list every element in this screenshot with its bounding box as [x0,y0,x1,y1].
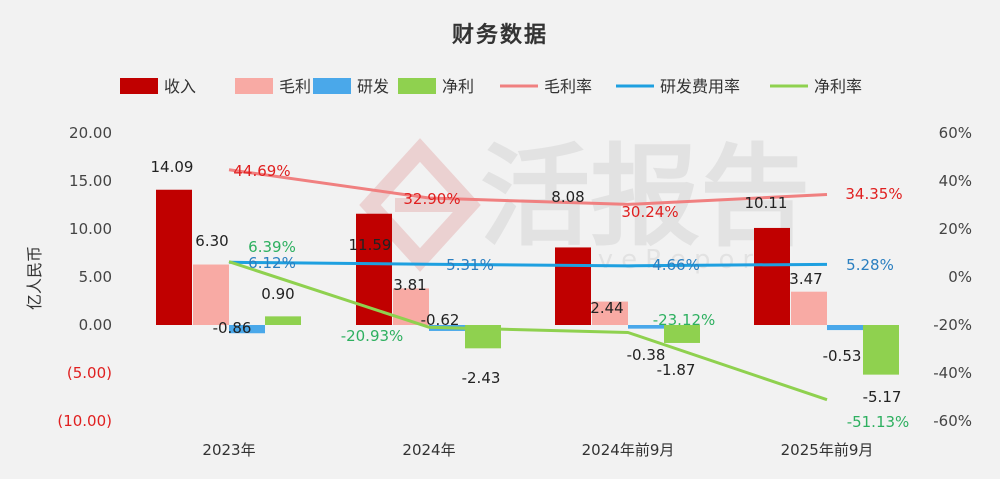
line-label: 32.90% [403,190,460,208]
bar-label: -0.38 [627,346,666,364]
legend-label: 毛利 [279,77,311,96]
y-tick-label: 15.00 [69,172,112,190]
chart-title: 财务数据 [452,22,548,48]
bar-3-0 [265,316,301,325]
bar-label: -1.87 [657,361,696,379]
legend-label: 研发费用率 [660,77,740,96]
line-label: 4.66% [652,256,700,274]
bar-0-3 [754,227,790,325]
y-tick-label: 20.00 [69,124,112,142]
line-label: 44.69% [233,162,290,180]
y2-tick-label: -20% [933,316,972,334]
y2-axis-ticks: 60% 40% 20% 0% -20% -40% -60% [933,124,972,430]
bar-0-2 [555,247,591,325]
legend-label: 收入 [164,77,196,96]
line-label: 30.24% [621,203,678,221]
y-tick-label: (10.00) [57,412,112,430]
data-labels: 14.09 11.59 8.08 10.11 6.30 3.81 2.44 3.47 -0.86… [151,158,910,431]
bar-label: 3.47 [789,270,822,288]
legend-label: 研发 [357,77,389,96]
line-label: -20.93% [341,327,404,345]
bar-3-3 [863,325,899,375]
legend-label: 净利率 [814,77,862,96]
line-label: 34.35% [845,185,902,203]
line-label: -23.12% [653,311,716,329]
line-label: 6.12% [248,254,296,272]
legend: 收入 毛利 研发 净利 毛利率 研发费用率 净利率 [120,77,862,96]
category-labels: 2023年 2024年 2024年前9月 2025年前9月 [202,441,873,459]
line-label: 6.39% [248,238,296,256]
category-label: 2023年 [202,441,255,459]
legend-swatch [313,78,351,94]
bar-label: 6.30 [195,232,228,250]
y-tick-label: 0.00 [79,316,112,334]
bar-label: 14.09 [151,158,194,176]
bar-label: -2.43 [462,369,501,387]
line-label: 5.31% [446,256,494,274]
bar-label: -5.17 [863,388,902,406]
y-axis-label: 亿人民币 [25,246,44,310]
legend-label: 毛利率 [544,77,592,96]
y2-tick-label: 0% [948,268,972,286]
bar-label: 8.08 [551,188,584,206]
lines [228,168,828,402]
bar-2-0 [229,325,265,334]
y-tick-label: 5.00 [79,268,112,286]
bar-3-2 [664,325,700,343]
bar-label: 11.59 [349,236,392,254]
y-tick-label: (5.00) [67,364,112,382]
line-series-4 [228,168,828,206]
category-label: 2024年 [402,441,455,459]
y2-tick-label: 60% [939,124,972,142]
y-axis-ticks: 20.00 15.00 10.00 5.00 0.00 (5.00) (10.00) [57,124,112,430]
bar-1-0 [193,264,229,325]
watermark-subtext: LiveReport [560,245,779,275]
line-label: -51.13% [847,413,910,431]
bar-1-3 [791,291,827,325]
line-series-5 [228,260,828,268]
bar-2-2 [628,325,664,329]
bar-0-0 [156,189,192,325]
y2-tick-label: -60% [933,412,972,430]
bar-2-3 [827,325,863,331]
bar-label: -0.62 [421,311,460,329]
legend-swatch [120,78,158,94]
bar-3-1 [465,325,501,349]
y-tick-label: 10.00 [69,220,112,238]
line-series-6 [228,260,828,402]
bar-label: -0.86 [213,319,252,337]
line-label: 5.28% [846,256,894,274]
category-label: 2024年前9月 [582,441,675,459]
bars [156,189,899,375]
y2-tick-label: 20% [939,220,972,238]
bar-label: 10.11 [745,194,788,212]
bar-label: -0.53 [823,347,862,365]
legend-label: 净利 [442,77,474,96]
bar-1-2 [592,301,628,325]
category-label: 2025年前9月 [781,441,874,459]
bar-label: 3.81 [393,276,426,294]
y2-tick-label: -40% [933,364,972,382]
legend-swatch [398,78,436,94]
y2-tick-label: 40% [939,172,972,190]
watermark-logo [359,138,481,272]
bar-label: 0.90 [261,285,294,303]
bar-label: 2.44 [590,299,623,317]
legend-swatch [235,78,273,94]
